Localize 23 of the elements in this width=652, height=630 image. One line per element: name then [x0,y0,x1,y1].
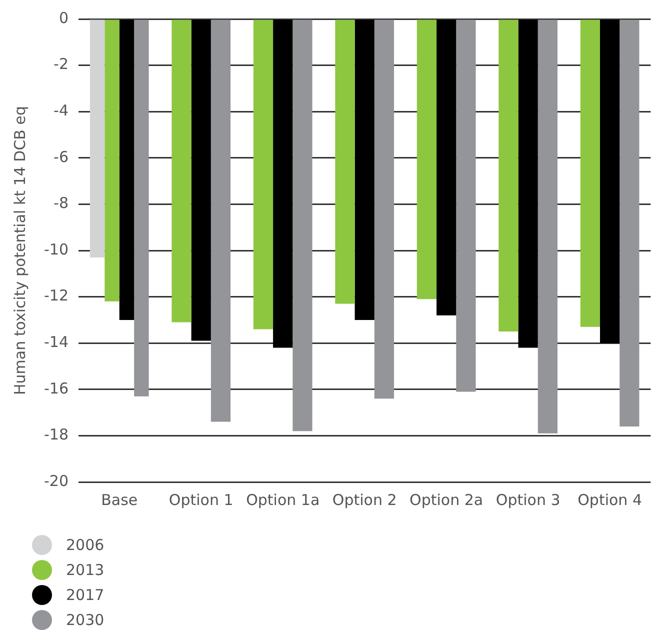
y-tick-label: -14 [44,332,68,351]
legend-label: 2006 [66,536,104,554]
y-tick-label: -6 [54,148,68,166]
y-tick-label: -18 [44,426,68,444]
y-tick-label: -2 [54,55,68,74]
y-tick-label: -16 [44,379,68,398]
y-axis-title: Human toxicity potential kt 14 DCB eq [10,106,29,395]
x-tick-label: Base [101,490,138,509]
legend-label: 2017 [66,586,104,604]
y-tick-label: -4 [54,101,68,120]
legend-label: 2013 [66,560,104,578]
x-tick-label: Option 2a [410,490,484,509]
x-tick-label: Option 3 [496,490,560,509]
x-tick-label: Option 1a [246,490,320,509]
legend-label: 2030 [66,610,104,628]
y-tick-label: 0 [58,8,68,27]
y-tick-label: -10 [44,240,68,258]
y-tick-label: -20 [44,472,68,490]
x-tick-label: Option 4 [578,490,642,509]
y-tick-label: -12 [44,286,68,305]
x-tick-label: Option 1 [168,490,234,509]
y-tick-label: -8 [54,194,68,212]
x-tick-label: Option 2 [332,490,397,509]
